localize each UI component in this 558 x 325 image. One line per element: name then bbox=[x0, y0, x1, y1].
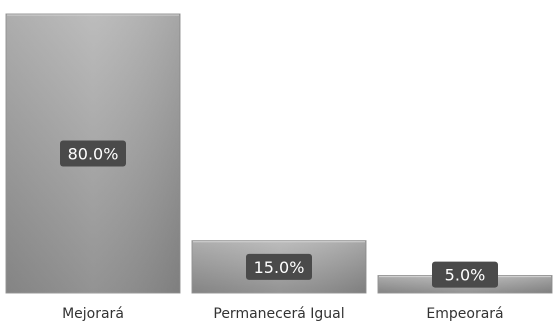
category-label-2: Permanecerá Igual bbox=[213, 306, 344, 322]
category-label-1: Mejorará bbox=[62, 306, 124, 322]
data-label-2: 15.0% bbox=[246, 253, 312, 280]
data-label-text-1: 80.0% bbox=[68, 145, 119, 164]
category-axis: Mejorará Permanecerá Igual Empeorará bbox=[62, 306, 504, 322]
data-label-box-3 bbox=[432, 261, 498, 288]
bar-1 bbox=[5, 13, 181, 294]
data-label-box-2 bbox=[246, 253, 312, 280]
data-label-1: 80.0% bbox=[60, 140, 126, 167]
category-label-3: Empeorará bbox=[426, 306, 503, 322]
data-label-text-2: 15.0% bbox=[254, 258, 305, 277]
data-label-box-1 bbox=[60, 140, 126, 167]
data-labels-layer: 80.0% 15.0% 5.0% bbox=[60, 140, 498, 288]
data-label-text-3: 5.0% bbox=[445, 266, 486, 285]
data-label-3: 5.0% bbox=[432, 261, 498, 288]
bars-layer bbox=[5, 13, 553, 294]
